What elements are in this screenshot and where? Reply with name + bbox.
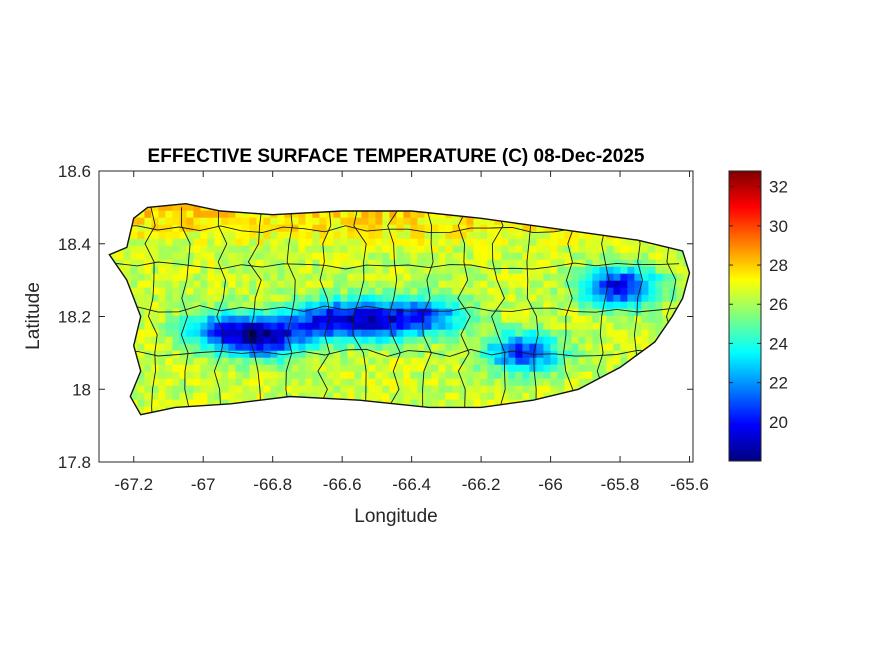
colorbar-tick-label: 30 — [769, 217, 788, 236]
y-tick-label: 18.4 — [58, 235, 91, 254]
colorbar-tick-label: 22 — [769, 374, 788, 393]
colorbar-tick-label: 20 — [769, 413, 788, 432]
colorbar-tick-label: 24 — [769, 334, 788, 353]
colorbar-tick-label: 26 — [769, 295, 788, 314]
y-tick-label: 17.8 — [58, 453, 91, 472]
x-tick-label: -67 — [191, 475, 216, 494]
y-axis: 17.8 18 18.2 18.4 18.6 — [58, 162, 693, 472]
island-outline — [108, 202, 691, 416]
x-tick-label: -66.4 — [392, 475, 431, 494]
chart-title: EFFECTIVE SURFACE TEMPERATURE (C) 08-Dec… — [148, 146, 645, 167]
x-axis: -67.2 -67 -66.8 -66.6 -66.4 -66.2 -66 -65.8 -65.… — [114, 171, 709, 494]
colorbar-tick-label: 28 — [769, 256, 788, 275]
x-tick-label: -66 — [538, 475, 563, 494]
y-tick-label: 18 — [72, 380, 91, 399]
colorbar-ticks: 20 22 24 26 28 30 32 — [729, 178, 788, 432]
x-tick-label: -67.2 — [114, 475, 153, 494]
y-axis-label: Latitude — [23, 282, 44, 350]
y-tick-label: 18.2 — [58, 308, 91, 327]
colorbar — [728, 170, 762, 462]
x-tick-label: -65.8 — [601, 475, 640, 494]
x-tick-label: -65.6 — [670, 475, 709, 494]
x-axis-label: Longitude — [354, 506, 437, 527]
colorbar-tick-label: 32 — [769, 178, 788, 197]
y-tick-label: 18.6 — [58, 162, 91, 181]
x-tick-label: -66.6 — [323, 475, 362, 494]
x-tick-label: -66.8 — [253, 475, 292, 494]
x-tick-label: -66.2 — [462, 475, 501, 494]
